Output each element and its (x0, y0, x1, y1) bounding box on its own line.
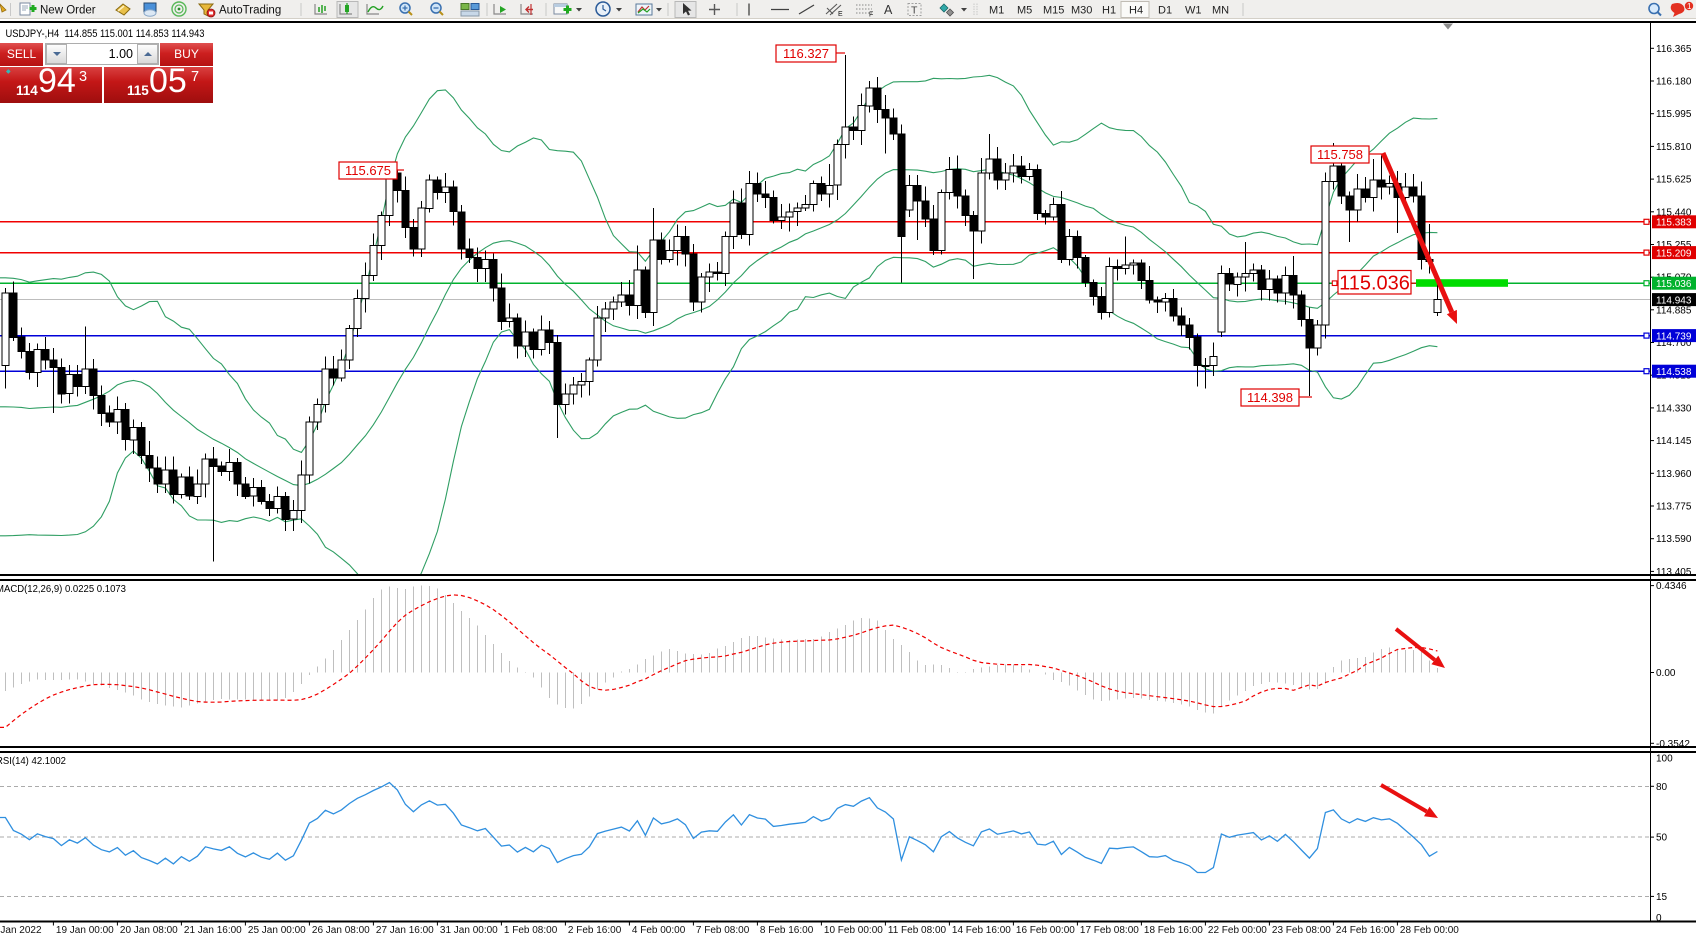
svg-text:18 Jan 2022: 18 Jan 2022 (0, 925, 42, 936)
svg-text:16 Feb 00:00: 16 Feb 00:00 (1016, 925, 1075, 936)
svg-text:21 Jan 16:00: 21 Jan 16:00 (184, 925, 242, 936)
svg-text:113.960: 113.960 (1656, 469, 1692, 480)
svg-text:115.995: 115.995 (1656, 109, 1692, 120)
svg-text:24 Feb 16:00: 24 Feb 16:00 (1336, 925, 1395, 936)
svg-text:115.758: 115.758 (1317, 147, 1363, 162)
svg-text:M30: M30 (1071, 5, 1092, 17)
svg-text:H4: H4 (1129, 5, 1143, 17)
svg-text:115.036: 115.036 (1339, 272, 1410, 294)
svg-text:115.209: 115.209 (1656, 248, 1692, 259)
svg-text:116.365: 116.365 (1656, 44, 1692, 55)
svg-text:E: E (838, 11, 843, 18)
svg-text:20 Jan 08:00: 20 Jan 08:00 (120, 925, 178, 936)
svg-text:USDJPY-,H4 114.855 115.001 11: USDJPY-,H4 114.855 115.001 114.853 114.9… (6, 28, 205, 40)
svg-text:0.4346: 0.4346 (1656, 581, 1687, 592)
svg-text:31 Jan 00:00: 31 Jan 00:00 (440, 925, 498, 936)
svg-text:80: 80 (1656, 782, 1668, 793)
svg-text:113.590: 113.590 (1656, 534, 1692, 545)
svg-text:116.327: 116.327 (783, 46, 829, 61)
svg-text:114.398: 114.398 (1247, 390, 1293, 405)
svg-text:19 Jan 00:00: 19 Jan 00:00 (56, 925, 114, 936)
svg-text:M5: M5 (1017, 5, 1032, 17)
svg-text:115.036: 115.036 (1656, 279, 1692, 290)
svg-text:115.440: 115.440 (1656, 207, 1692, 218)
svg-text:115.810: 115.810 (1656, 142, 1692, 153)
svg-text:AutoTrading: AutoTrading (219, 5, 281, 17)
svg-text:22 Feb 00:00: 22 Feb 00:00 (1208, 925, 1267, 936)
svg-text:114.885: 114.885 (1656, 305, 1692, 316)
svg-text:8 Feb 16:00: 8 Feb 16:00 (760, 925, 814, 936)
svg-text:15: 15 (1656, 892, 1668, 903)
svg-text:RSI(14) 42.1002: RSI(14) 42.1002 (0, 756, 66, 767)
svg-text:114.330: 114.330 (1656, 403, 1692, 414)
svg-text:27 Jan 16:00: 27 Jan 16:00 (376, 925, 434, 936)
svg-text:115.255: 115.255 (1656, 240, 1692, 251)
svg-text:H1: H1 (1102, 5, 1116, 17)
svg-text:F: F (869, 12, 873, 19)
svg-text:11 Feb 08:00: 11 Feb 08:00 (888, 925, 947, 936)
svg-text:17 Feb 08:00: 17 Feb 08:00 (1080, 925, 1139, 936)
svg-text:25 Jan 00:00: 25 Jan 00:00 (248, 925, 306, 936)
svg-text:1: 1 (1687, 2, 1692, 11)
svg-text:M1: M1 (989, 5, 1004, 17)
svg-text:0.00: 0.00 (1656, 668, 1676, 679)
svg-text:0: 0 (1656, 913, 1662, 924)
svg-text:114.700: 114.700 (1656, 338, 1692, 349)
svg-text:114.145: 114.145 (1656, 436, 1692, 447)
svg-text:A: A (884, 3, 893, 17)
svg-text:T: T (911, 5, 918, 17)
svg-text:MACD(12,26,9) 0.0225 0.1073: MACD(12,26,9) 0.0225 0.1073 (0, 584, 126, 595)
svg-text:114.943: 114.943 (1656, 295, 1692, 306)
svg-text:113.405: 113.405 (1656, 567, 1692, 578)
svg-text:113.775: 113.775 (1656, 502, 1692, 513)
svg-text:14 Feb 16:00: 14 Feb 16:00 (952, 925, 1011, 936)
svg-text:116.180: 116.180 (1656, 77, 1692, 88)
svg-text:100: 100 (1656, 754, 1673, 765)
svg-text:115.383: 115.383 (1656, 218, 1692, 229)
svg-text:4 Feb 00:00: 4 Feb 00:00 (632, 925, 686, 936)
svg-text:50: 50 (1656, 833, 1668, 844)
svg-text:D1: D1 (1158, 5, 1172, 17)
svg-text:23 Feb 08:00: 23 Feb 08:00 (1272, 925, 1331, 936)
svg-text:18 Feb 16:00: 18 Feb 16:00 (1144, 925, 1203, 936)
svg-text:115.675: 115.675 (345, 163, 391, 178)
svg-text:M15: M15 (1043, 5, 1064, 17)
svg-text:26 Jan 08:00: 26 Jan 08:00 (312, 925, 370, 936)
svg-text:New Order: New Order (40, 5, 96, 17)
svg-text:28 Feb 00:00: 28 Feb 00:00 (1400, 925, 1459, 936)
svg-text:MN: MN (1212, 5, 1229, 17)
svg-text:1 Feb 08:00: 1 Feb 08:00 (504, 925, 558, 936)
svg-text:7 Feb 08:00: 7 Feb 08:00 (696, 925, 750, 936)
svg-text:115.625: 115.625 (1656, 175, 1692, 186)
svg-text:10 Feb 00:00: 10 Feb 00:00 (824, 925, 883, 936)
svg-text:-0.3542: -0.3542 (1656, 739, 1690, 750)
svg-text:114.739: 114.739 (1656, 331, 1692, 342)
svg-text:114.538: 114.538 (1656, 367, 1692, 378)
svg-text:W1: W1 (1185, 5, 1202, 17)
svg-text:2 Feb 16:00: 2 Feb 16:00 (568, 925, 622, 936)
